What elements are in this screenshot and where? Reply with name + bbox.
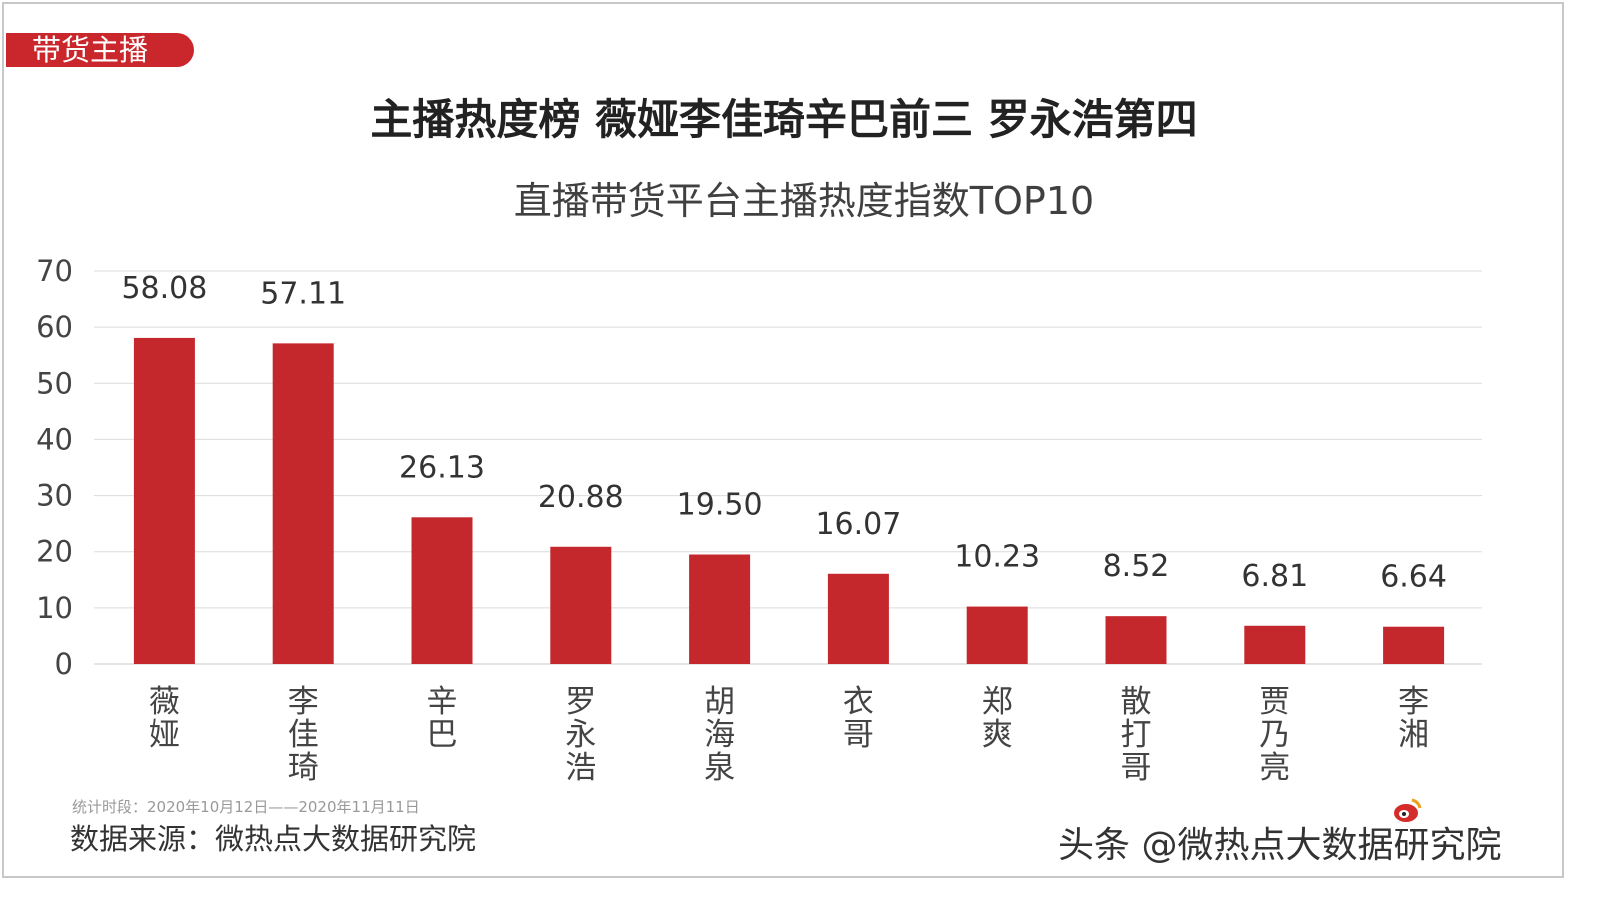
data-label: 6.64 bbox=[1380, 560, 1447, 595]
statistics-period: 统计时段：2020年10月12日——2020年11月11日 bbox=[72, 798, 420, 816]
bar bbox=[133, 337, 195, 664]
bar bbox=[1105, 616, 1167, 664]
x-tick-label: 胡海泉 bbox=[704, 684, 735, 786]
data-label: 57.11 bbox=[260, 276, 346, 311]
y-tick-label: 50 bbox=[36, 366, 73, 400]
category-badge: 带货主播 bbox=[6, 33, 194, 67]
data-label: 8.52 bbox=[1103, 549, 1170, 584]
page-headline: 主播热度榜 薇娅李佳琦辛巴前三 罗永浩第四 bbox=[370, 95, 1198, 144]
bar bbox=[689, 554, 751, 664]
y-tick-label: 30 bbox=[36, 479, 73, 513]
bar bbox=[1383, 626, 1445, 664]
y-tick-label: 0 bbox=[55, 647, 73, 681]
data-label: 20.88 bbox=[538, 480, 624, 515]
bar bbox=[827, 573, 889, 664]
x-tick-label: 郑爽 bbox=[982, 684, 1013, 753]
y-tick-label: 70 bbox=[36, 254, 73, 288]
data-label: 10.23 bbox=[954, 540, 1040, 575]
x-tick-label: 贾乃亮 bbox=[1259, 684, 1290, 786]
bar bbox=[411, 517, 473, 664]
x-tick-label: 薇娅 bbox=[149, 684, 180, 753]
y-tick-label: 60 bbox=[36, 310, 73, 344]
x-tick-label: 李湘 bbox=[1398, 684, 1429, 753]
data-label: 6.81 bbox=[1241, 559, 1308, 594]
data-label: 19.50 bbox=[677, 488, 763, 523]
y-tick-label: 10 bbox=[36, 591, 73, 625]
x-tick-label: 李佳琦 bbox=[288, 684, 319, 786]
bar bbox=[1244, 625, 1306, 664]
data-label: 16.07 bbox=[815, 507, 901, 542]
slide-frame bbox=[2, 2, 1564, 878]
bar bbox=[550, 546, 612, 664]
bar bbox=[272, 343, 334, 664]
chart-title: 直播带货平台主播热度指数TOP10 bbox=[513, 179, 1095, 223]
x-tick-label: 罗永浩 bbox=[565, 684, 596, 786]
x-tick-label: 衣哥 bbox=[843, 684, 874, 753]
y-tick-label: 40 bbox=[36, 422, 73, 456]
data-label: 58.08 bbox=[121, 271, 207, 306]
data-source: 数据来源：微热点大数据研究院 bbox=[70, 822, 477, 856]
y-tick-label: 20 bbox=[36, 535, 73, 569]
x-tick-label: 散打哥 bbox=[1121, 684, 1152, 786]
data-label: 26.13 bbox=[399, 450, 485, 485]
weibo-logo-icon bbox=[1394, 798, 1422, 822]
bar bbox=[966, 606, 1028, 664]
x-tick-label: 辛巴 bbox=[427, 684, 458, 753]
watermark-text: 头条 @微热点大数据研究院 bbox=[1058, 825, 1502, 866]
